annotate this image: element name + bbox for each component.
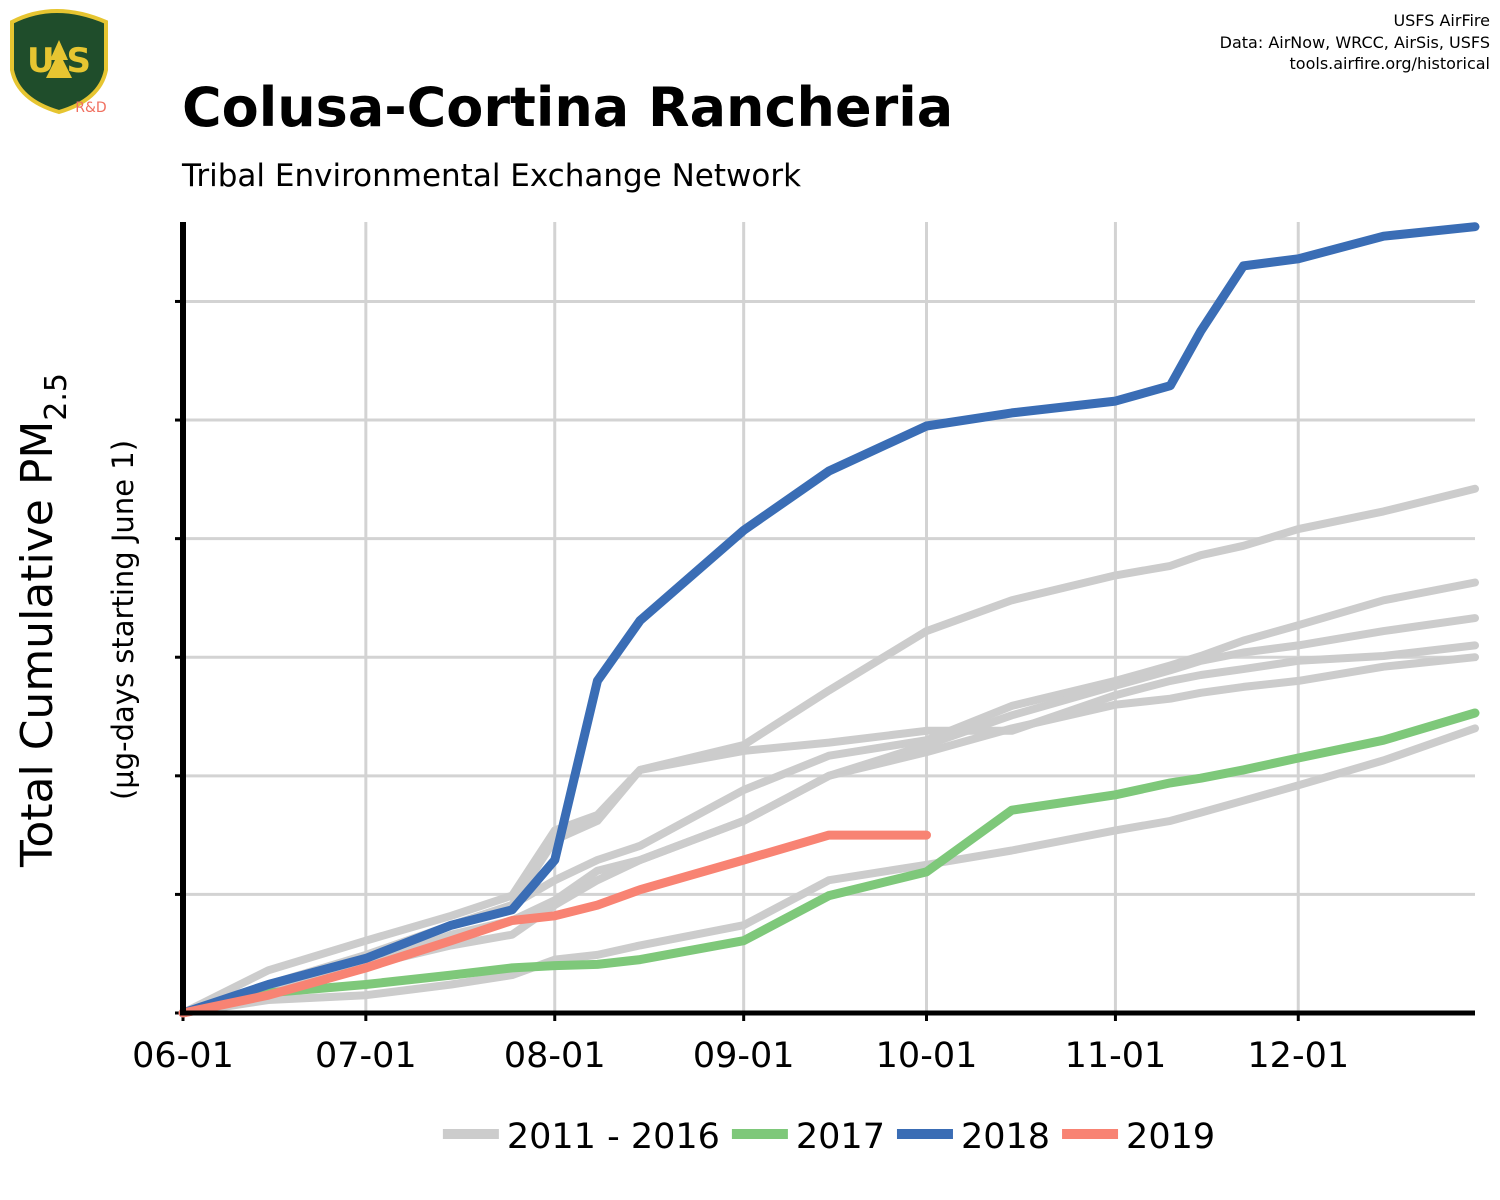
data-line <box>179 724 1479 1017</box>
data-line <box>178 830 931 1018</box>
x-tick-label: 06-01 <box>132 1036 234 1076</box>
y-axis-label-subscript: 2.5 <box>39 373 74 421</box>
chart-title: Colusa-Cortina Rancheria <box>182 76 953 139</box>
legend-label: 2018 <box>961 1117 1050 1157</box>
y-axis-label-main: Total Cumulative PM <box>12 421 63 868</box>
logo-text: R&D <box>75 100 106 116</box>
x-tick-label: 10-01 <box>876 1036 978 1076</box>
data-line <box>179 484 1479 1017</box>
chart-subtitle: Tribal Environmental Exchange Network <box>181 158 801 194</box>
y-axis-note: (µg-days starting June 1) <box>106 440 140 800</box>
legend-label: 2011 - 2016 <box>507 1117 720 1157</box>
x-tick-label: 09-01 <box>693 1036 795 1076</box>
x-tick-label: 12-01 <box>1247 1036 1349 1076</box>
credit: USFS AirFire <box>1393 11 1490 30</box>
credit: tools.airfire.org/historical <box>1290 54 1490 73</box>
x-tick-label: 11-01 <box>1065 1036 1167 1076</box>
y-axis-label: Total Cumulative PM2.5 <box>12 373 74 868</box>
data-line <box>178 708 1480 1018</box>
legend-label: 2017 <box>796 1117 885 1157</box>
legend-label: 2019 <box>1126 1117 1215 1157</box>
x-tick-label: 07-01 <box>315 1036 417 1076</box>
credit: Data: AirNow, WRCC, AirSis, USFS <box>1220 33 1490 52</box>
logo: U S <box>10 9 108 115</box>
x-tick-label: 08-01 <box>504 1036 606 1076</box>
data-line <box>178 222 1480 1018</box>
